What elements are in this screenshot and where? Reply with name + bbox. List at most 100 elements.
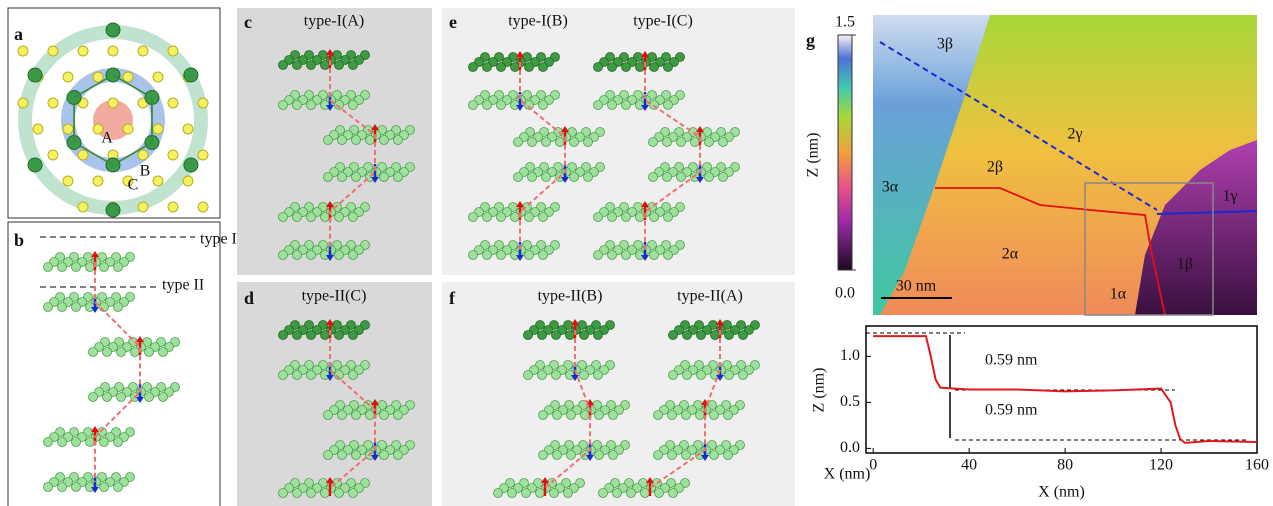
atom: [593, 250, 603, 260]
atom: [43, 482, 53, 492]
arrow-head: [91, 426, 99, 432]
atom: [493, 488, 503, 498]
arrow-head: [326, 375, 334, 381]
atom: [551, 370, 561, 380]
atom: [527, 137, 537, 147]
atom: [99, 262, 109, 272]
atom: [320, 212, 330, 222]
layer: [323, 440, 415, 460]
atom: [337, 450, 347, 460]
arrow-head: [641, 201, 649, 207]
atom: [71, 302, 81, 312]
atom: [524, 212, 534, 222]
layer: [323, 162, 415, 182]
atom-green: [27, 67, 43, 83]
atom: [621, 212, 631, 222]
atom: [718, 172, 728, 182]
atom-yellow: [92, 175, 104, 187]
atom: [663, 100, 673, 110]
atom-yellow: [137, 45, 149, 57]
atom: [278, 60, 288, 70]
atom: [323, 450, 333, 460]
atom-green: [105, 22, 121, 38]
atom: [278, 330, 288, 340]
atom: [640, 488, 650, 498]
panel-label: f: [449, 288, 456, 308]
atom: [393, 135, 403, 145]
atom: [569, 172, 579, 182]
layer: [468, 240, 560, 260]
atom: [348, 250, 358, 260]
atom: [654, 488, 664, 498]
atom-yellow: [77, 149, 89, 161]
atom: [521, 488, 531, 498]
atom: [320, 488, 330, 498]
atom: [323, 172, 333, 182]
site-label: A: [101, 130, 113, 147]
atom: [158, 392, 168, 402]
arrow-head: [561, 126, 569, 132]
arrow-head: [541, 477, 549, 483]
atom: [306, 370, 316, 380]
atom: [668, 370, 678, 380]
atom: [348, 100, 358, 110]
layer: [278, 360, 370, 380]
panel-f: [442, 282, 795, 506]
atom-yellow: [47, 149, 59, 161]
atom: [158, 347, 168, 357]
atom: [621, 62, 631, 72]
arrow-head: [136, 397, 144, 403]
y-tick-label: 0.5: [840, 393, 860, 410]
bond: [112, 141, 153, 166]
layer: [538, 400, 630, 420]
atom: [662, 137, 672, 147]
atom: [88, 347, 98, 357]
atom: [393, 450, 403, 460]
arrow-head: [641, 255, 649, 261]
atom: [130, 347, 140, 357]
arrow-head: [516, 255, 524, 261]
layer: [523, 360, 615, 380]
x-tick-label: 40: [961, 457, 977, 474]
atom: [278, 370, 288, 380]
atom: [579, 330, 589, 340]
bond: [73, 74, 114, 99]
atom: [482, 212, 492, 222]
profile-line: [879, 41, 1158, 211]
atom: [320, 330, 330, 340]
arrow-head: [571, 319, 579, 325]
atom-yellow: [197, 201, 209, 213]
atom-yellow: [62, 71, 74, 83]
annotation: 0.59 nm: [985, 352, 1038, 369]
arrow-head: [641, 105, 649, 111]
site-label: B: [140, 163, 151, 180]
atom: [549, 488, 559, 498]
atom: [738, 330, 748, 340]
atom-yellow: [92, 123, 104, 135]
panel-label: c: [244, 12, 252, 32]
layer: [668, 320, 760, 340]
atom: [681, 450, 691, 460]
arrow-head: [716, 319, 724, 325]
atom: [695, 410, 705, 420]
atom: [510, 62, 520, 72]
arrow-head: [571, 375, 579, 381]
atom: [496, 250, 506, 260]
atom: [57, 482, 67, 492]
layer: [653, 400, 745, 420]
atom: [102, 392, 112, 402]
atom: [513, 137, 523, 147]
atom: [580, 410, 590, 420]
atom: [723, 450, 733, 460]
atom: [566, 450, 576, 460]
atom: [555, 137, 565, 147]
atom: [524, 62, 534, 72]
atom: [351, 172, 361, 182]
atom-yellow: [167, 201, 179, 213]
atom: [607, 212, 617, 222]
atom-yellow: [17, 45, 29, 57]
atom: [635, 62, 645, 72]
atom: [538, 410, 548, 420]
atom: [365, 135, 375, 145]
arrow-head: [371, 124, 379, 130]
